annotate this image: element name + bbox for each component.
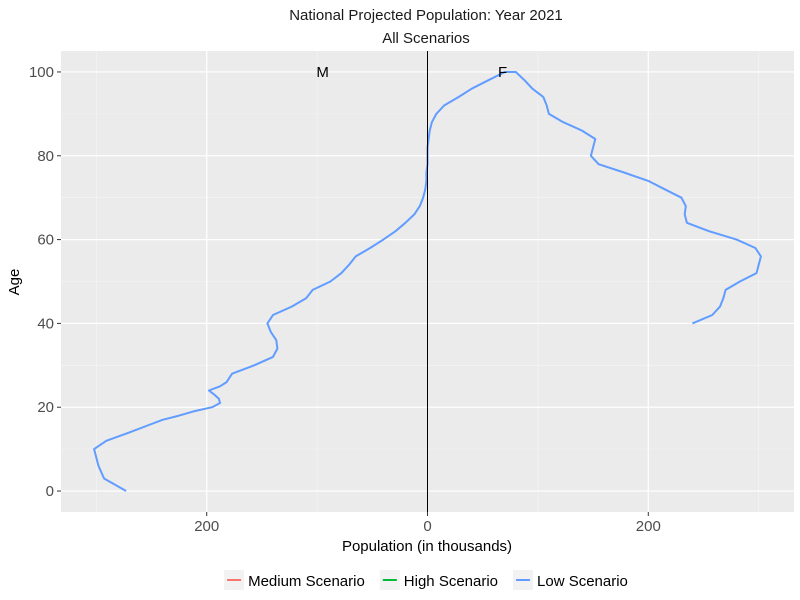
- x-tick-label: 0: [423, 518, 431, 535]
- y-tick-label: 100: [29, 64, 54, 81]
- chart-title: National Projected Population: Year 2021: [289, 7, 563, 24]
- y-tick-label: 20: [37, 399, 54, 416]
- y-tick-label: 0: [46, 483, 54, 500]
- series-line-low-scenario: [93, 71, 762, 492]
- x-tick-label: 200: [636, 518, 661, 535]
- legend-label: High Scenario: [404, 573, 498, 590]
- y-tick-label: 80: [37, 148, 54, 165]
- series-group: [93, 51, 762, 512]
- axis-ticks: 200 0 200 0 20 40 60 80 100: [29, 64, 661, 535]
- legend-label: Medium Scenario: [248, 573, 365, 590]
- annotation-label: F: [498, 64, 507, 81]
- x-tick-label: 200: [194, 518, 219, 535]
- legend: Medium Scenario High Scenario Low Scenario: [224, 570, 628, 590]
- x-axis-title: Population (in thousands): [342, 538, 512, 555]
- y-axis-title: Age: [6, 269, 23, 296]
- chart-subtitle: All Scenarios: [382, 30, 470, 47]
- legend-label: Low Scenario: [537, 573, 628, 590]
- y-tick-label: 60: [37, 232, 54, 249]
- y-tick-label: 40: [37, 315, 54, 332]
- annotation-label: M: [316, 64, 329, 81]
